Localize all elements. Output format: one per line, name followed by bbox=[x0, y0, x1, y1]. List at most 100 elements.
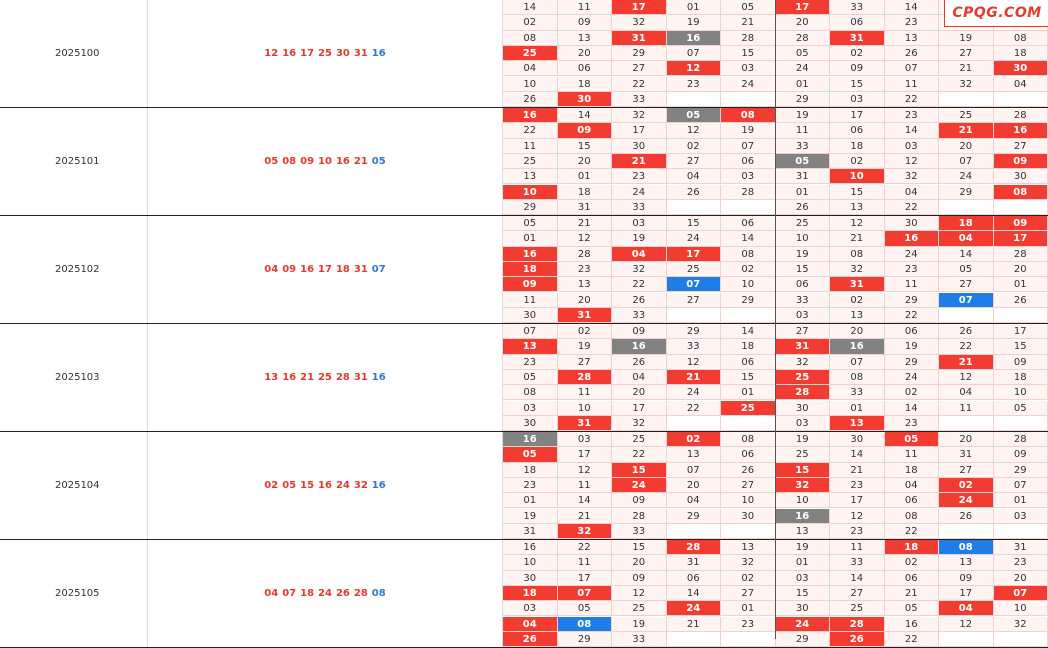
grid-cell: 28 bbox=[667, 540, 722, 555]
grid-cell: 20 bbox=[939, 432, 994, 447]
grid-cell: 11 bbox=[503, 293, 558, 308]
grid-cell: 09 bbox=[612, 493, 667, 508]
grid-cell: 22 bbox=[612, 447, 667, 462]
grid-cell: 17 bbox=[612, 123, 667, 138]
grid-cell: 06 bbox=[885, 324, 940, 339]
grid-cell: 18 bbox=[885, 463, 940, 478]
grid-cell: 08 bbox=[830, 247, 885, 262]
grid-cell: 16 bbox=[885, 617, 940, 632]
grid-cell: 25 bbox=[503, 154, 558, 169]
grid-cell: 12 bbox=[667, 123, 722, 138]
grid-cell: 25 bbox=[612, 601, 667, 616]
grid-cell bbox=[667, 416, 722, 431]
grid-cell: 21 bbox=[939, 61, 994, 76]
grid-cell: 10 bbox=[503, 555, 558, 570]
grid-cell: 29 bbox=[667, 509, 722, 524]
grid-cell: 17 bbox=[776, 0, 831, 15]
grid-cell: 11 bbox=[885, 77, 940, 92]
grid-cell: 33 bbox=[830, 385, 885, 400]
grid-cell: 28 bbox=[994, 108, 1048, 123]
grid-cell: 09 bbox=[612, 571, 667, 586]
draw-period: 2025103 bbox=[0, 324, 148, 431]
grid-cell: 04 bbox=[667, 169, 722, 184]
grid-cell: 27 bbox=[558, 355, 613, 370]
grid-cell: 16 bbox=[503, 540, 558, 555]
grid-cell: 07 bbox=[721, 139, 776, 154]
grid-cell: 29 bbox=[994, 463, 1048, 478]
grid-cell: 20 bbox=[939, 139, 994, 154]
grid-cell: 26 bbox=[830, 632, 885, 647]
grid-cell: 06 bbox=[721, 447, 776, 462]
red-ball: 21 bbox=[300, 372, 314, 383]
grid-cell: 31 bbox=[830, 31, 885, 46]
grid-cell: 30 bbox=[776, 601, 831, 616]
grid-cell: 28 bbox=[612, 509, 667, 524]
grid-cell: 03 bbox=[994, 509, 1048, 524]
grid-cell: 19 bbox=[667, 15, 722, 30]
grid-cell: 10 bbox=[776, 231, 831, 246]
grid-cell bbox=[667, 200, 722, 215]
red-ball: 16 bbox=[318, 480, 332, 491]
red-ball: 18 bbox=[336, 264, 350, 275]
grid-cell bbox=[939, 524, 994, 539]
grid-cell: 26 bbox=[667, 185, 722, 200]
blue-ball: 07 bbox=[372, 264, 386, 275]
grid-cell: 33 bbox=[612, 524, 667, 539]
grid-cell: 18 bbox=[721, 339, 776, 354]
grid-cell: 26 bbox=[612, 293, 667, 308]
grid-cell: 03 bbox=[503, 401, 558, 416]
red-ball: 28 bbox=[336, 372, 350, 383]
grid-cell: 06 bbox=[830, 123, 885, 138]
grid-cell: 31 bbox=[939, 447, 994, 462]
grid-cell: 02 bbox=[885, 555, 940, 570]
grid-cell: 01 bbox=[721, 385, 776, 400]
grid-cell: 01 bbox=[994, 493, 1048, 508]
grid-cell: 06 bbox=[776, 277, 831, 292]
grid-cell: 15 bbox=[667, 216, 722, 231]
grid-cell: 29 bbox=[776, 632, 831, 647]
draw-period: 2025102 bbox=[0, 216, 148, 323]
grid-cell: 08 bbox=[558, 617, 613, 632]
grid-cell: 02 bbox=[503, 15, 558, 30]
grid-cell: 04 bbox=[885, 185, 940, 200]
red-ball: 16 bbox=[300, 264, 314, 275]
grid-cell: 30 bbox=[612, 139, 667, 154]
grid-cell: 09 bbox=[830, 61, 885, 76]
grid-cell: 17 bbox=[558, 447, 613, 462]
grid-cell: 27 bbox=[830, 586, 885, 601]
grid-cell: 20 bbox=[612, 555, 667, 570]
grid-cell: 22 bbox=[612, 77, 667, 92]
red-ball: 08 bbox=[282, 156, 296, 167]
grid-cell bbox=[994, 416, 1048, 431]
grid-cell: 21 bbox=[667, 617, 722, 632]
grid-cell: 31 bbox=[503, 524, 558, 539]
red-ball: 26 bbox=[336, 588, 350, 599]
grid-cell: 19 bbox=[721, 123, 776, 138]
grid-cell: 15 bbox=[721, 370, 776, 385]
grid-cell: 10 bbox=[830, 169, 885, 184]
grid-cell: 29 bbox=[721, 293, 776, 308]
grid-cell: 10 bbox=[721, 277, 776, 292]
red-ball: 17 bbox=[318, 264, 332, 275]
red-ball: 02 bbox=[264, 480, 278, 491]
grid-cell: 30 bbox=[503, 308, 558, 323]
grid-cell: 30 bbox=[885, 216, 940, 231]
grid-cell bbox=[939, 308, 994, 323]
grid-cell: 23 bbox=[612, 169, 667, 184]
red-ball: 30 bbox=[336, 48, 350, 59]
grid-cell: 07 bbox=[503, 324, 558, 339]
grid-cell bbox=[994, 200, 1048, 215]
grid-cell: 31 bbox=[994, 540, 1048, 555]
grid-cell: 17 bbox=[612, 401, 667, 416]
red-ball: 05 bbox=[282, 480, 296, 491]
grid-cell: 20 bbox=[776, 15, 831, 30]
red-ball: 21 bbox=[354, 156, 368, 167]
grid-cell: 28 bbox=[558, 370, 613, 385]
grid-cell: 33 bbox=[776, 293, 831, 308]
grid-cell: 24 bbox=[612, 478, 667, 493]
grid-cell: 12 bbox=[939, 617, 994, 632]
grid-cell: 23 bbox=[885, 15, 940, 30]
grid-cell: 15 bbox=[994, 339, 1048, 354]
grid-cell: 17 bbox=[994, 231, 1048, 246]
